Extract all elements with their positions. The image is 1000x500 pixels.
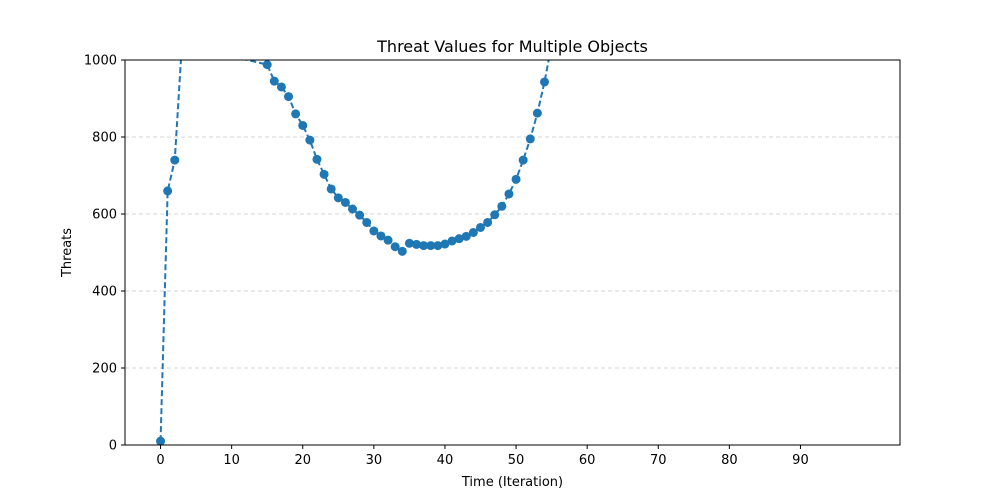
data-point	[490, 210, 500, 220]
data-point	[163, 186, 173, 196]
data-point	[511, 174, 521, 184]
data-point	[468, 227, 478, 237]
data-point	[532, 108, 542, 118]
x-tick-label: 90	[792, 453, 809, 468]
data-point	[156, 436, 166, 445]
data-point	[340, 197, 350, 207]
x-axis-label: Time (Iteration)	[461, 475, 563, 490]
data-point	[355, 210, 365, 220]
data-point	[476, 222, 486, 232]
data-point	[454, 234, 464, 244]
data-point	[333, 193, 343, 203]
data-point	[397, 246, 407, 256]
x-tick-label: 50	[508, 453, 525, 468]
y-axis-ticks: 0 200 400 600 800 1000	[84, 54, 125, 454]
data-point	[447, 236, 457, 246]
data-point	[170, 155, 180, 165]
data-point	[348, 204, 358, 214]
x-tick-label: 80	[721, 453, 738, 468]
chart-title: Threat Values for Multiple Objects	[376, 37, 648, 56]
x-tick-label: 40	[437, 453, 454, 468]
y-tick-label: 400	[92, 285, 117, 300]
x-tick-label: 30	[366, 453, 383, 468]
y-tick-label: 600	[92, 208, 117, 223]
y-tick-label: 200	[92, 362, 117, 377]
grid-lines	[125, 136, 900, 369]
data-point	[305, 135, 315, 145]
data-point	[404, 238, 414, 248]
data-point	[419, 241, 429, 251]
data-point	[504, 189, 514, 199]
data-point	[518, 155, 528, 165]
data-point	[461, 231, 471, 241]
data-point	[362, 217, 372, 227]
y-tick-label: 0	[109, 439, 117, 454]
data-point	[383, 235, 393, 245]
x-tick-label: 60	[579, 453, 596, 468]
x-tick-label: 0	[156, 453, 164, 468]
data-point	[525, 134, 535, 144]
data-point	[390, 242, 400, 252]
data-point	[276, 82, 286, 92]
data-point	[539, 77, 549, 87]
data-point	[291, 109, 301, 119]
data-point	[426, 241, 436, 251]
data-point	[497, 201, 507, 211]
data-point	[269, 76, 279, 86]
y-tick-label: 1000	[84, 54, 117, 69]
series-line	[159, 60, 550, 442]
data-point	[319, 169, 329, 179]
data-point	[177, 40, 186, 49]
data-point	[440, 239, 450, 249]
data-point	[412, 239, 422, 249]
y-axis-label: Threats	[60, 228, 75, 278]
y-tick-label: 800	[92, 131, 117, 146]
series-layer	[156, 40, 550, 445]
x-tick-label: 20	[294, 453, 311, 468]
x-tick-label: 70	[650, 453, 667, 468]
data-point	[284, 92, 294, 102]
data-point	[433, 241, 443, 251]
plot-frame	[124, 59, 901, 446]
data-point	[369, 226, 379, 236]
x-tick-label: 10	[223, 453, 240, 468]
data-point	[298, 120, 308, 130]
data-point	[312, 154, 322, 164]
data-point	[326, 184, 336, 194]
data-point	[483, 217, 493, 227]
data-point	[376, 231, 386, 241]
data-point	[262, 60, 272, 70]
x-axis-ticks: 0 10 20 30 40 50 60 70 80 90	[156, 445, 809, 468]
